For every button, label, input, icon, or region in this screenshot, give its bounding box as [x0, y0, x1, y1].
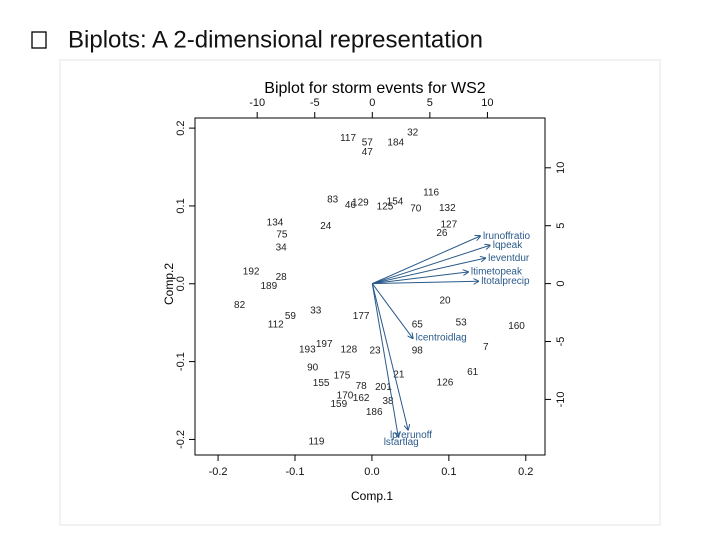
loading-label: lstartlag	[384, 437, 419, 448]
plot-frame	[194, 117, 546, 456]
point-label: 159	[331, 399, 348, 410]
point-label: 134	[267, 218, 284, 229]
point-label: 75	[276, 229, 288, 240]
chart-title: Biplot for storm events for WS2	[264, 80, 486, 97]
point-label: 98	[412, 345, 424, 356]
point-label: 70	[410, 204, 422, 215]
loading-arrow	[371, 283, 408, 430]
point-label: 119	[309, 436, 325, 447]
point-label: 32	[407, 127, 419, 138]
y2-tick-label: 0	[555, 281, 567, 287]
loading-arrow	[372, 245, 489, 285]
point-label: 34	[276, 243, 288, 254]
point-label: 155	[313, 378, 330, 389]
x-tick-label: 0.2	[518, 466, 533, 478]
y2-tick-label: 5	[555, 223, 567, 229]
point-label: 117	[340, 133, 356, 144]
point-label: 125	[377, 201, 394, 212]
point-label: 65	[412, 320, 424, 331]
point-label: 53	[456, 317, 468, 328]
loading-label: ltimetopeak	[471, 267, 523, 278]
x2-tick-label: -10	[249, 97, 265, 109]
point-label: 201	[375, 382, 392, 393]
bullet	[31, 31, 47, 49]
y2-tick-label: 10	[555, 162, 567, 174]
point-label: 90	[307, 362, 319, 373]
y-tick-label: 0.0	[175, 276, 187, 291]
x-tick-label: -0.2	[209, 466, 228, 478]
x2-tick-label: 5	[427, 97, 433, 109]
y-axis-label: Comp.2	[162, 263, 176, 305]
point-label: 193	[299, 345, 316, 356]
point-label: 177	[353, 311, 370, 322]
point-label: 21	[393, 369, 405, 380]
x-tick-label: -0.1	[286, 466, 305, 478]
loading-label: ltotalprecip	[481, 276, 530, 287]
loading-arrow	[371, 283, 398, 437]
figure-area	[59, 59, 661, 526]
x2-tick-label: 0	[369, 97, 375, 109]
point-label: 26	[436, 228, 448, 239]
point-label: 61	[467, 367, 479, 378]
point-label: 160	[508, 321, 525, 332]
slide-title: Biplots: A 2-dimensional representation	[68, 26, 483, 53]
point-label: 59	[285, 311, 297, 322]
point-label: 82	[234, 300, 246, 311]
x2-tick-label: 10	[481, 97, 493, 109]
loading-arrow	[372, 272, 468, 285]
point-label: 129	[352, 197, 369, 208]
point-label: 20	[439, 296, 451, 307]
point-label: 197	[316, 339, 333, 350]
point-label: 78	[356, 381, 368, 392]
point-label: 47	[362, 147, 374, 158]
point-label: 24	[320, 221, 332, 232]
y2-tick-label: -5	[555, 337, 567, 347]
point-label: 112	[268, 320, 284, 331]
loading-arrow	[372, 258, 485, 285]
y-tick-label: 0.1	[175, 198, 187, 213]
point-label: 192	[243, 267, 260, 278]
loading-arrow	[371, 283, 412, 338]
point-label: 23	[369, 345, 381, 356]
loading-arrow	[372, 281, 478, 283]
point-label: 184	[387, 138, 404, 149]
point-label: 132	[439, 203, 456, 214]
point-label: 162	[353, 393, 370, 404]
point-label: 7	[483, 342, 489, 353]
point-label: 28	[276, 272, 288, 283]
point-label: 175	[334, 370, 351, 381]
y-tick-label: -0.1	[175, 352, 187, 371]
x-axis-label: Comp.1	[351, 489, 393, 503]
point-label: 46	[345, 200, 357, 211]
y2-tick-label: -10	[555, 391, 567, 407]
point-label: 126	[437, 377, 454, 388]
loading-label: lcentroidlag	[416, 333, 467, 344]
loading-label: lprerunoff	[390, 430, 432, 441]
point-label: 33	[310, 306, 322, 317]
x-tick-label: 0.1	[441, 466, 456, 478]
x-tick-label: 0.0	[364, 466, 379, 478]
loading-arrow	[372, 236, 480, 285]
x2-tick-label: -5	[310, 97, 320, 109]
point-label: 38	[383, 396, 395, 407]
loading-label: leventdur	[488, 253, 530, 264]
point-label: 57	[362, 138, 374, 149]
point-label: 186	[366, 407, 383, 418]
point-label: 127	[441, 219, 458, 230]
point-label: 83	[327, 194, 339, 205]
point-label: 116	[423, 187, 439, 198]
y-tick-label: -0.2	[175, 430, 187, 449]
point-label: 154	[387, 197, 404, 208]
point-label: 189	[261, 281, 278, 292]
y-tick-label: 0.2	[175, 120, 187, 135]
loading-label: lrunoffratio	[483, 231, 531, 242]
loading-label: lqpeak	[493, 240, 523, 251]
point-label: 170	[337, 390, 354, 401]
point-label: 128	[341, 345, 358, 356]
